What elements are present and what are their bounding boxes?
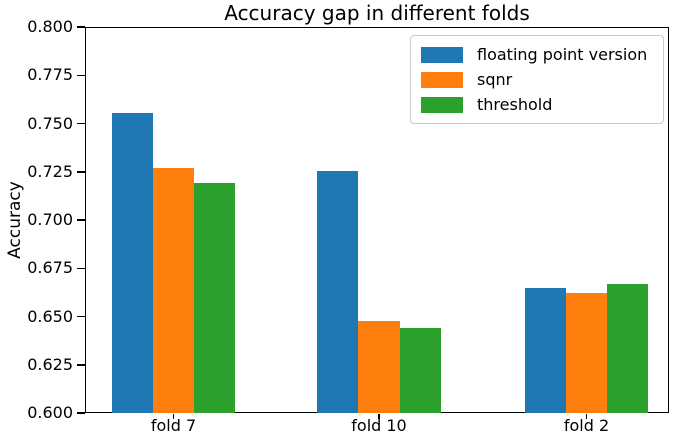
y-tick-mark <box>77 171 85 173</box>
legend: floating point version sqnr threshold <box>410 35 664 124</box>
x-tick-label-fold-10: fold 10 <box>351 416 407 435</box>
legend-item-sqnr: sqnr <box>421 69 653 89</box>
legend-label: sqnr <box>477 69 513 89</box>
x-tick-mark <box>378 413 380 419</box>
y-tick-label: 0.675 <box>27 258 73 278</box>
y-tick-mark <box>77 267 85 269</box>
y-tick-mark <box>77 364 85 366</box>
bar-threshold-fold-10 <box>399 328 441 413</box>
y-tick-mark <box>77 122 85 125</box>
y-tick-label: 0.750 <box>27 113 73 133</box>
legend-swatch-icon <box>421 71 463 88</box>
bar-sqnr-fold-7 <box>152 167 195 413</box>
y-tick-mark <box>77 74 85 76</box>
y-tick-mark <box>77 26 85 28</box>
y-tick-label: 0.625 <box>27 354 73 374</box>
chart-title: Accuracy gap in different folds <box>224 1 530 25</box>
x-tick-label-fold-2: fold 2 <box>563 416 610 435</box>
legend-label: floating point version <box>477 44 648 64</box>
y-tick-label: 0.775 <box>27 65 73 85</box>
bar-threshold-fold-7 <box>194 183 236 413</box>
y-tick-label: 0.650 <box>27 306 73 326</box>
legend-label: threshold <box>477 94 553 114</box>
y-tick-label: 0.600 <box>27 403 73 422</box>
legend-swatch-icon <box>421 96 463 113</box>
bar-threshold-fold-2 <box>607 283 649 413</box>
y-tick-label: 0.700 <box>27 210 73 229</box>
y-tick-mark <box>77 219 85 221</box>
bar-floating-point-version-fold-7 <box>111 112 153 413</box>
bar-floating-point-version-fold-10 <box>317 170 359 413</box>
y-tick-label: 0.800 <box>27 17 73 36</box>
y-tick-label: 0.725 <box>27 161 73 181</box>
legend-swatch-icon <box>421 46 463 63</box>
x-tick-mark <box>172 413 175 419</box>
bar-floating-point-version-fold-2 <box>524 287 566 413</box>
y-tick-mark <box>77 412 85 414</box>
bar-sqnr-fold-10 <box>358 321 400 413</box>
bars-layer <box>85 27 669 413</box>
legend-item-floating-point-version: floating point version <box>421 44 653 64</box>
x-tick-mark <box>585 413 588 419</box>
x-tick-label-fold-7: fold 7 <box>150 416 197 435</box>
y-tick-mark <box>77 315 85 318</box>
bar-sqnr-fold-2 <box>565 293 608 413</box>
legend-item-threshold: threshold <box>421 94 653 114</box>
